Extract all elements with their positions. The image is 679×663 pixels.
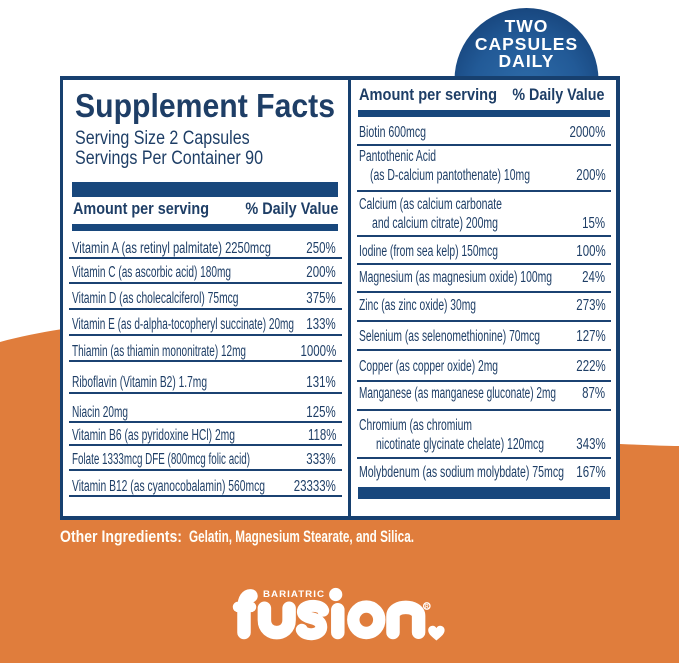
svg-text:R: R <box>425 604 429 610</box>
